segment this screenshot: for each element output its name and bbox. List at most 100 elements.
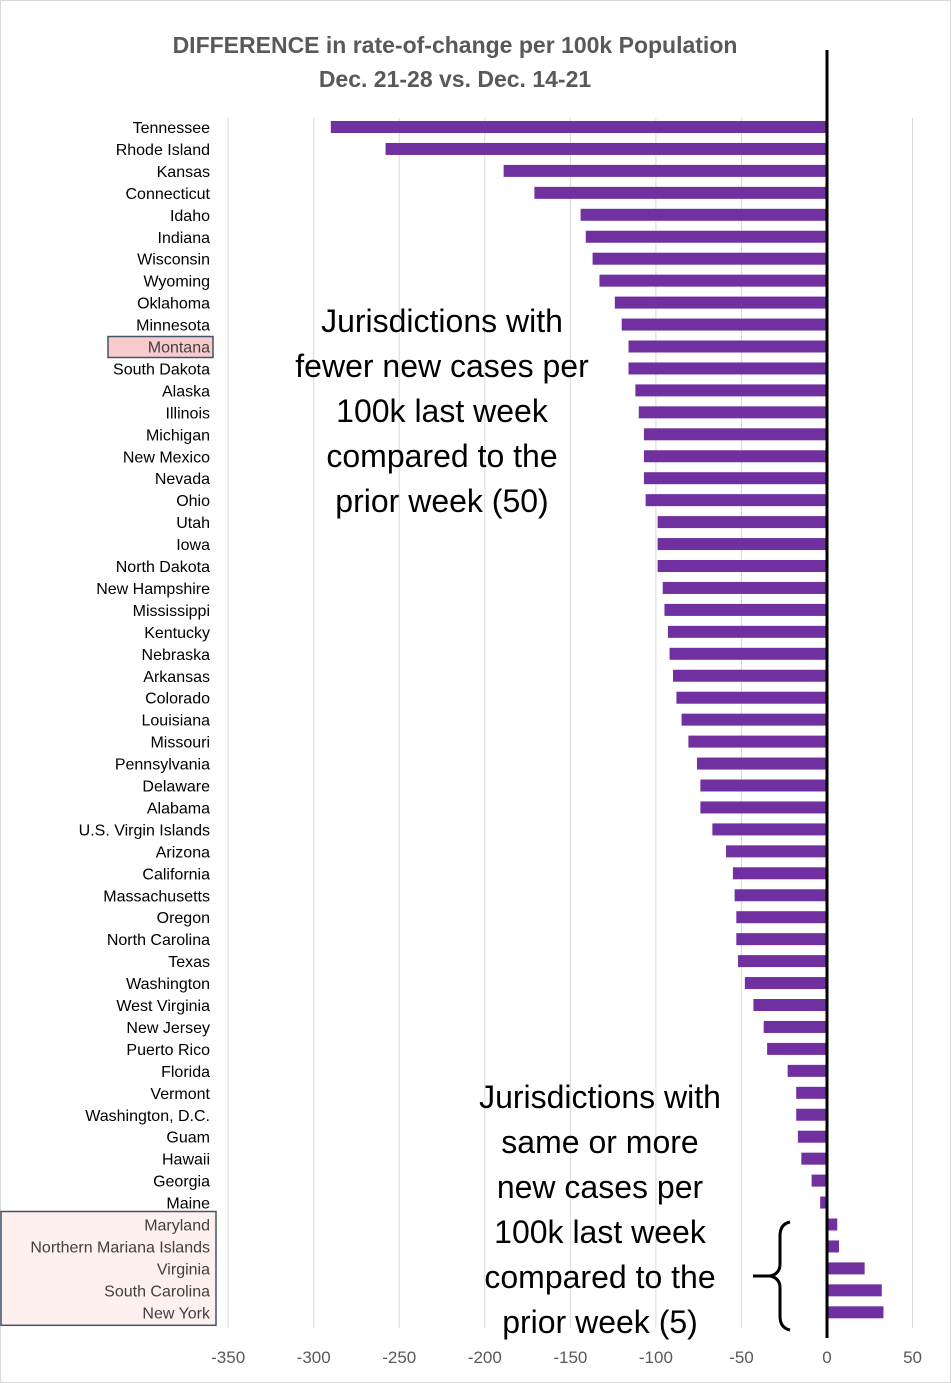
bar: [736, 911, 827, 924]
bar: [657, 560, 827, 572]
category-label: Louisiana: [142, 713, 211, 730]
bar: [688, 735, 827, 748]
annotation-line: 100k last week: [494, 1214, 707, 1250]
bar: [645, 494, 827, 507]
x-tick-label: -250: [382, 1348, 416, 1367]
bar: [681, 713, 827, 726]
bar: [700, 801, 827, 814]
bar: [763, 1020, 827, 1033]
highlight-box: [107, 335, 214, 359]
category-label: Delaware: [142, 779, 210, 796]
bar: [796, 1086, 827, 1099]
x-tick-label: 50: [903, 1348, 922, 1367]
bar: [657, 538, 827, 551]
bar: [580, 208, 827, 221]
category-label: Kansas: [157, 164, 210, 181]
category-label: Washington, D.C.: [85, 1108, 210, 1125]
bars: [330, 121, 884, 1319]
bar: [787, 1064, 827, 1077]
bar: [664, 603, 827, 616]
bar: [643, 450, 827, 463]
bar: [638, 406, 827, 419]
category-label: Minnesota: [136, 318, 210, 335]
x-tick-label: -100: [639, 1348, 673, 1367]
x-tick-labels: -350 -300 -250 -200 -150 -100 -50 0 50: [211, 1348, 922, 1367]
bar: [820, 1196, 827, 1209]
bar: [734, 889, 827, 902]
annotation-line: compared to the: [326, 438, 557, 474]
category-label: Indiana: [158, 230, 211, 247]
category-label: Michigan: [146, 427, 210, 444]
category-label: New Hampshire: [96, 581, 210, 598]
x-tick-label: -200: [468, 1348, 502, 1367]
annotation-line: same or more: [501, 1124, 698, 1160]
category-label: Florida: [161, 1064, 210, 1081]
bar: [811, 1174, 827, 1187]
category-label: Rhode Island: [116, 142, 210, 159]
bar: [503, 164, 827, 177]
category-label: Hawaii: [162, 1152, 210, 1169]
bar: [712, 823, 827, 836]
bar: [621, 318, 827, 331]
chart-title: DIFFERENCE in rate-of-change per 100k Po…: [173, 32, 738, 58]
category-label: Maryland: [144, 1218, 210, 1235]
x-tick-label: -150: [553, 1348, 587, 1367]
category-label: Massachusetts: [103, 888, 210, 905]
category-label: Wisconsin: [137, 252, 210, 269]
bar: [534, 186, 827, 199]
category-label: Arkansas: [143, 669, 210, 686]
bar: [657, 516, 827, 529]
bar: [673, 669, 827, 682]
category-label: West Virginia: [116, 998, 210, 1015]
annotation-fewer: Jurisdictions with fewer new cases per 100…: [295, 303, 589, 519]
category-label: Utah: [176, 515, 210, 532]
category-label: Colorado: [145, 691, 210, 708]
category-label: Georgia: [153, 1174, 210, 1191]
bar: [827, 1306, 884, 1319]
category-label: Iowa: [176, 537, 210, 554]
category-label: Idaho: [170, 208, 210, 225]
category-label: Missouri: [150, 735, 210, 752]
bar: [696, 757, 827, 770]
category-label: Wyoming: [143, 274, 210, 291]
chart-subtitle: Dec. 21-28 vs. Dec. 14-21: [319, 66, 592, 92]
category-label: Washington: [126, 976, 210, 993]
category-label: Connecticut: [126, 186, 211, 203]
category-label: Puerto Rico: [126, 1042, 210, 1059]
bar: [643, 472, 827, 485]
annotation-line: Jurisdictions with: [479, 1079, 721, 1115]
bar: [827, 1218, 838, 1231]
brace-icon: [753, 1220, 791, 1332]
bar: [662, 581, 827, 594]
bar: [797, 1130, 827, 1143]
bar: [801, 1152, 827, 1165]
category-label: Vermont: [150, 1086, 210, 1103]
bar: [635, 384, 827, 397]
category-label: Alabama: [147, 800, 210, 817]
category-label: Nevada: [155, 471, 210, 488]
highlight-layer: [0, 335, 217, 1327]
category-label: U.S. Virgin Islands: [79, 822, 210, 839]
x-tick-label: 0: [822, 1348, 831, 1367]
category-label: Montana: [148, 340, 210, 357]
annotation-line: prior week (50): [335, 483, 548, 519]
bar: [667, 625, 827, 638]
bar: [767, 1042, 827, 1055]
group-box: [0, 1210, 217, 1327]
category-label: Virginia: [157, 1261, 210, 1278]
bar: [628, 362, 827, 375]
category-label: California: [142, 866, 210, 883]
category-label: Pennsylvania: [115, 757, 210, 774]
category-label: Tennessee: [133, 120, 210, 137]
category-label: North Dakota: [116, 559, 210, 576]
annotation-line: new cases per: [497, 1169, 704, 1205]
category-label: Ohio: [176, 493, 210, 510]
category-label: Kentucky: [144, 625, 210, 642]
category-label: Texas: [168, 954, 210, 971]
annotation-line: 100k last week: [336, 393, 549, 429]
category-label: North Carolina: [107, 932, 210, 949]
bar: [732, 867, 827, 880]
bar: [796, 1108, 827, 1121]
bar: [827, 1240, 839, 1253]
